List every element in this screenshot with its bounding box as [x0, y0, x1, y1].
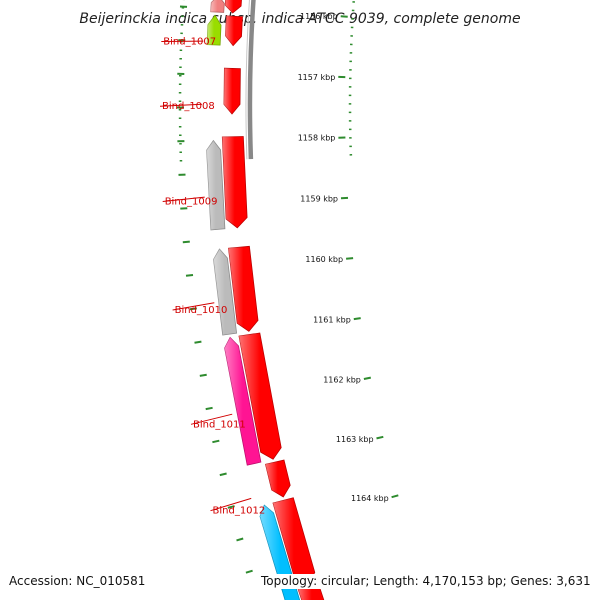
topology-text: Topology: circular; Length: 4,170,153 bp…	[258, 574, 594, 589]
label-leader	[190, 413, 233, 425]
gene-1-highlight	[225, 0, 242, 13]
tick-label: 1163 kbp	[336, 435, 374, 444]
gene-label[interactable]: Bind_1009	[165, 197, 218, 208]
tick-label: 1162 kbp	[323, 376, 361, 385]
gene-11-highlight	[207, 15, 221, 46]
genes-layer	[206, 0, 325, 600]
tick-label: 1164 kbp	[351, 494, 389, 503]
ruler-tick-outer	[245, 569, 253, 574]
backbone-shadow	[245, 0, 251, 160]
gene-label[interactable]: Bind_1007	[163, 37, 216, 48]
ruler-layer: 1156 kbp 1157 kbp 1158 kbp 1159 kbp 1160 kbp…	[177, 0, 399, 574]
label-leader	[210, 497, 252, 512]
ruler-tick-outer	[189, 307, 197, 311]
ruler-tick	[363, 376, 371, 380]
accession-text: Accession: NC_010581	[6, 574, 149, 589]
ruler-tick	[346, 257, 354, 260]
gene-label[interactable]: Bind_1011	[193, 419, 246, 430]
gene-7-highlight	[265, 460, 291, 497]
ruler-tick-outer	[212, 439, 220, 444]
ruler-tick-outer	[227, 505, 235, 509]
ruler-tick-outer	[182, 240, 190, 244]
ruler-tick	[353, 317, 361, 321]
map-title: Beijerinckia indica subsp. indica ATCC 9…	[79, 11, 520, 27]
gene-2-highlight	[225, 15, 243, 46]
label-leader	[162, 196, 205, 202]
gene-10-highlight	[210, 0, 225, 13]
gene-label[interactable]: Bind_1012	[213, 506, 266, 517]
gene-13-highlight	[213, 249, 237, 336]
label-leader	[172, 302, 215, 311]
gene-label[interactable]: Bind_1008	[162, 101, 215, 112]
backbone-layer	[245, 0, 256, 160]
label-leader	[159, 103, 203, 107]
tick-label: 1161 kbp	[313, 316, 351, 325]
gene-5-highlight	[228, 246, 258, 332]
gene-3-highlight	[224, 68, 241, 114]
gene-14-highlight	[224, 337, 261, 466]
ruler-tick	[376, 435, 384, 440]
ruler-tick-outer	[194, 340, 202, 344]
backbone-line	[247, 0, 256, 160]
gene-8-highlight	[273, 497, 315, 585]
ruler-tick-outer	[199, 373, 207, 377]
ruler-tick-outer	[205, 406, 213, 411]
tick-label: 1160 kbp	[305, 255, 343, 264]
tick-label: 1157 kbp	[298, 73, 336, 82]
ruler-tick-outer	[219, 472, 227, 477]
ruler-tick	[391, 494, 399, 499]
gene-label[interactable]: Bind_1010	[175, 305, 228, 316]
tick-label: 1156 kbp	[300, 12, 338, 21]
labels-layer: Bind_1007 Bind_1008 Bind_1009 Bind_1010 Bind…	[159, 37, 266, 517]
tick-label: 1158 kbp	[298, 134, 336, 143]
gene-12-highlight	[206, 140, 225, 230]
ruler-tick-outer	[185, 274, 194, 277]
tick-label: 1159 kbp	[300, 195, 338, 204]
ruler-tick-outer	[236, 537, 244, 542]
gene-4-highlight	[222, 136, 248, 228]
gene-6-highlight	[239, 333, 282, 460]
